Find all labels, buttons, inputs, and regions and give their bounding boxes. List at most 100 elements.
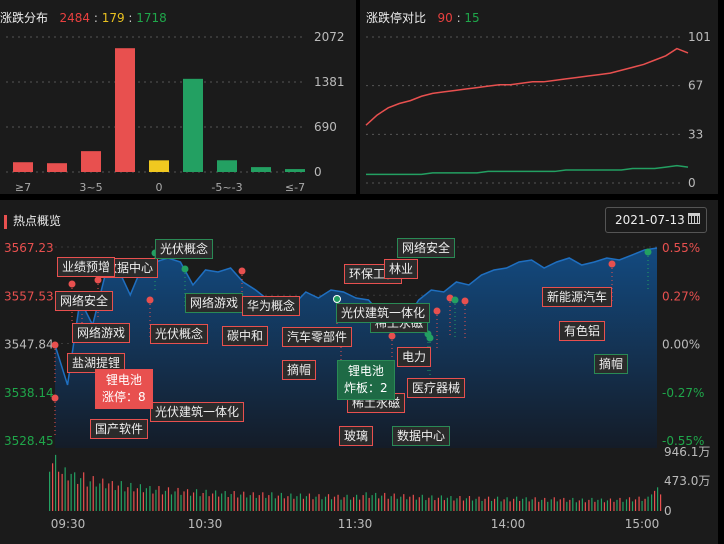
- volume-bar: [212, 493, 214, 511]
- volume-bar: [189, 495, 192, 511]
- volume-bar: [221, 493, 223, 511]
- volume-bar: [496, 496, 499, 511]
- event-label[interactable]: 国产软件: [90, 419, 149, 439]
- event-label[interactable]: 玻璃: [339, 426, 374, 446]
- event-label[interactable]: 摘帽: [594, 354, 629, 374]
- x-tick-label: ≤-7: [285, 181, 305, 194]
- x-tick-label: 11:30: [338, 517, 373, 531]
- volume-bar: [609, 498, 612, 511]
- volume-bar: [634, 499, 637, 511]
- volume-bar: [556, 501, 558, 511]
- volume-bar: [403, 494, 405, 511]
- volume-bar: [503, 499, 505, 511]
- date-picker[interactable]: 2021-07-13: [605, 207, 707, 233]
- event-label[interactable]: 光伏建筑一体化: [336, 303, 431, 323]
- volume-bar: [177, 487, 179, 511]
- volume-bar: [202, 492, 204, 511]
- event-dot: [51, 394, 59, 402]
- volume-bar: [280, 492, 282, 511]
- event-label[interactable]: 盐湖提锂: [67, 353, 126, 373]
- event-label[interactable]: 有色铝: [559, 321, 606, 341]
- x-tick-label: 15:00: [625, 517, 660, 531]
- event-label[interactable]: 网络游戏: [72, 323, 131, 343]
- y-tick-label-right: -0.55%: [662, 434, 704, 448]
- event-label[interactable]: 摘帽: [282, 360, 317, 380]
- event-dot: [608, 260, 616, 268]
- volume-bar: [509, 501, 511, 511]
- volume-bar: [243, 491, 245, 511]
- volume-bar: [346, 494, 348, 511]
- y-tick-label-left: 3547.84: [4, 338, 54, 352]
- hotspot-title: 热点概览: [4, 212, 61, 229]
- volume-bar: [594, 501, 596, 511]
- volume-bar: [378, 498, 380, 511]
- volume-bar: [421, 494, 423, 511]
- volume-bar: [641, 500, 643, 511]
- volume-bar: [302, 498, 305, 511]
- volume-bar: [274, 498, 276, 511]
- tooltip-line2: 炸板：2: [344, 381, 388, 395]
- y-tick-label: 690: [314, 120, 337, 134]
- event-label[interactable]: 网络安全: [55, 291, 114, 311]
- volume-bar: [619, 497, 621, 511]
- event-label[interactable]: 数据中心: [392, 426, 451, 446]
- volume-bar: [356, 494, 358, 511]
- volume-bar: [353, 497, 355, 511]
- event-label[interactable]: 光伏建筑一体化: [150, 402, 245, 422]
- volume-bar: [164, 490, 167, 511]
- volume-bar: [406, 499, 408, 511]
- volume-bar: [654, 490, 656, 511]
- volume-bar: [506, 497, 508, 511]
- event-label[interactable]: 电力: [397, 347, 432, 367]
- volume-bar: [186, 489, 189, 511]
- volume-bar: [487, 496, 490, 511]
- event-label[interactable]: 汽车零部件: [282, 327, 353, 347]
- volume-bar: [67, 480, 69, 511]
- volume-bar: [337, 494, 339, 511]
- event-label[interactable]: 医疗器械: [407, 378, 466, 398]
- volume-bar: [418, 497, 420, 511]
- up-count: 2484: [59, 11, 91, 25]
- distribution-title: 涨跌分布 2484 : 179 : 1718: [0, 11, 167, 25]
- event-label[interactable]: 光伏概念: [155, 239, 214, 259]
- volume-bar: [268, 495, 270, 511]
- x-tick-label: ≥7: [15, 181, 31, 194]
- volume-bar: [468, 496, 471, 511]
- event-label[interactable]: 华为概念: [242, 296, 301, 316]
- event-label[interactable]: 光伏概念: [150, 324, 209, 344]
- volume-bar: [99, 483, 101, 511]
- volume-bar: [258, 495, 260, 511]
- volume-bar: [500, 501, 502, 511]
- event-dot: [68, 280, 76, 288]
- tooltip-line2: 涨停：8: [102, 390, 146, 404]
- volume-bar: [350, 499, 352, 511]
- event-label[interactable]: 新能源汽车: [542, 287, 613, 307]
- event-label[interactable]: 碳中和: [222, 326, 269, 346]
- limit-up-count: 90: [437, 11, 453, 25]
- title: 涨跌停对比: [366, 11, 427, 25]
- y-tick-label: 1381: [314, 75, 345, 89]
- event-label[interactable]: 网络游戏: [185, 293, 244, 313]
- volume-bar: [249, 495, 251, 511]
- volume-bar: [86, 486, 88, 511]
- volume-bar: [161, 494, 164, 511]
- volume-bar: [114, 490, 116, 511]
- series-line: [366, 164, 689, 176]
- volume-bar: [208, 496, 210, 511]
- volume-tick-label: 946.1万: [664, 445, 710, 459]
- volume-bar: [130, 482, 132, 511]
- event-dot: [451, 296, 459, 304]
- event-label[interactable]: 网络安全: [397, 238, 456, 258]
- limit-down-count: 15: [464, 11, 480, 25]
- event-label[interactable]: 林业: [384, 259, 419, 279]
- flat-count: 179: [101, 11, 125, 25]
- y-tick-label-left: 3538.14: [4, 386, 54, 400]
- y-tick-label: 67: [688, 79, 703, 93]
- volume-bar: [318, 494, 320, 511]
- volume-bar: [55, 454, 57, 511]
- event-label[interactable]: 业绩预增: [57, 257, 116, 277]
- y-tick-label-right: 0.00%: [662, 338, 700, 352]
- volume-bar: [519, 500, 521, 511]
- bar: [285, 169, 305, 172]
- volume-bar: [625, 499, 628, 511]
